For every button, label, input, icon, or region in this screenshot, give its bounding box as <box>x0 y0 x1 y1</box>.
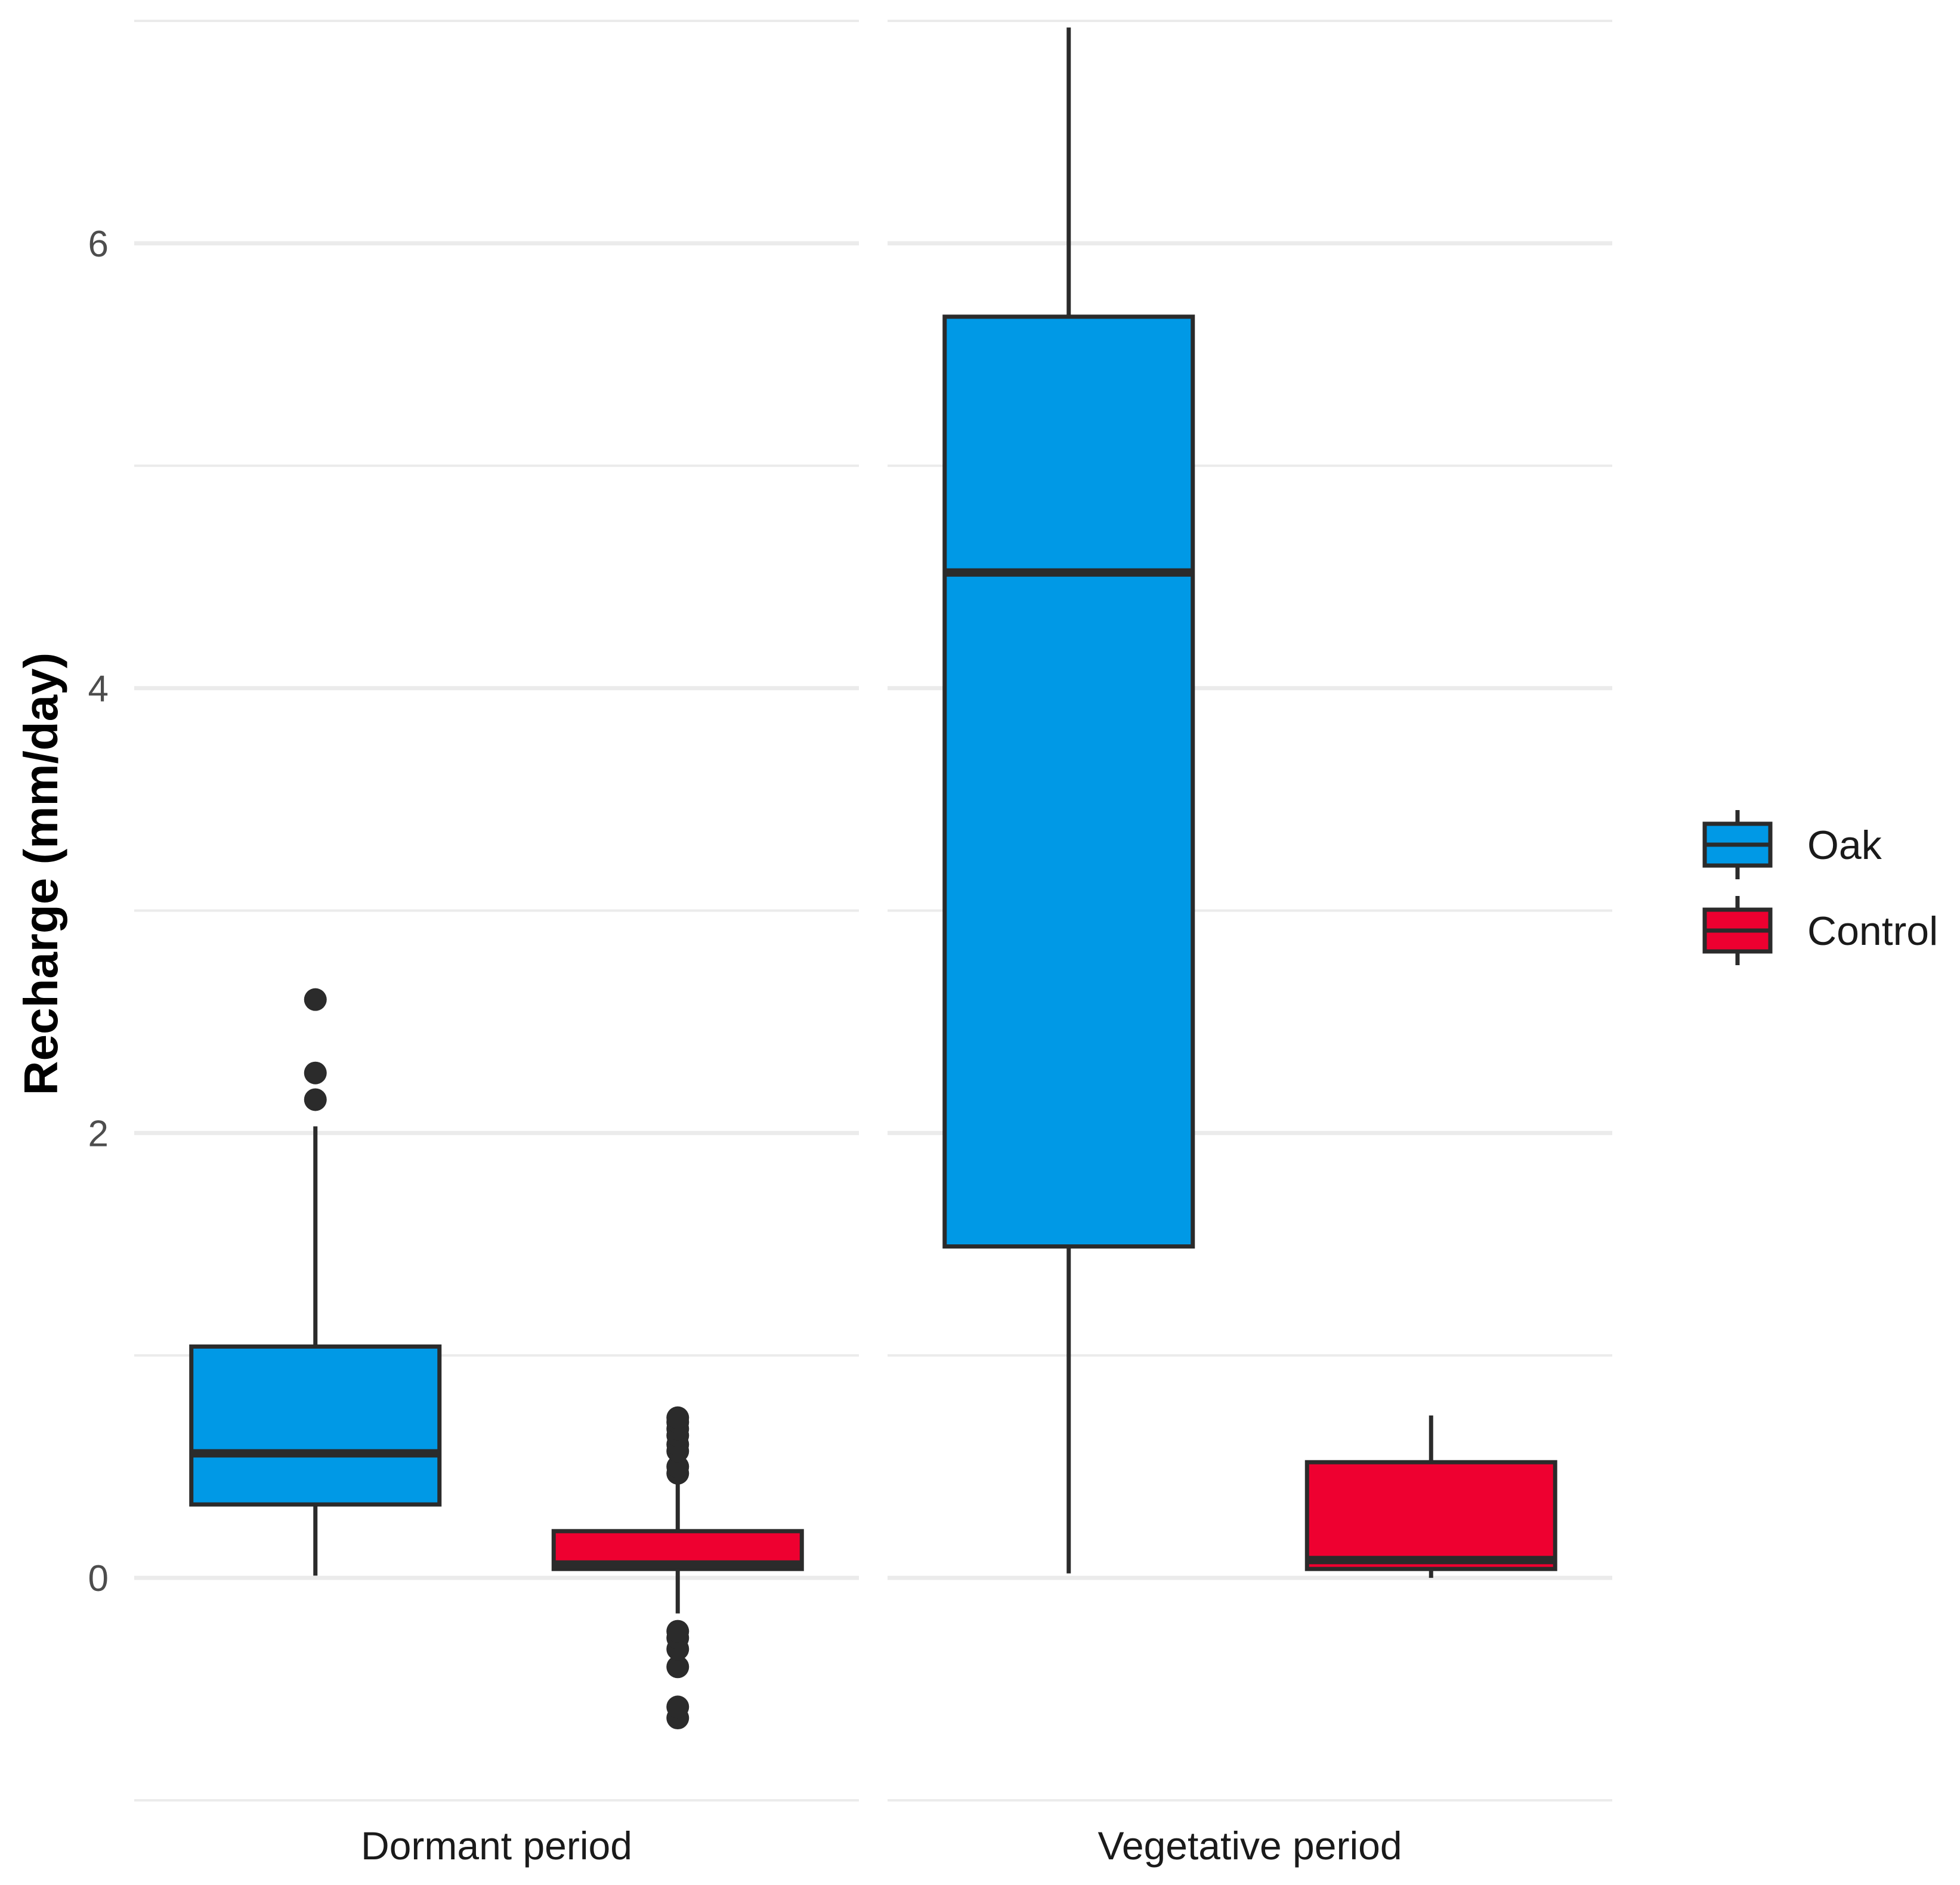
outlier-point <box>666 1655 690 1679</box>
box-control-vegetative-period <box>1304 1415 1557 1578</box>
outlier-point <box>304 1088 327 1111</box>
y-tick-label: 2 <box>88 1113 109 1154</box>
outlier-point <box>304 1061 327 1084</box>
box-body <box>1304 1460 1557 1571</box>
box-body <box>942 314 1195 1249</box>
y-tick-label: 0 <box>88 1558 109 1599</box>
box-control-dormant-period <box>551 1406 804 1730</box>
y-axis: 0 2 4 6 <box>88 224 109 1599</box>
outlier-point <box>666 1406 690 1429</box>
box-body <box>189 1344 442 1507</box>
outlier-point <box>666 1455 690 1478</box>
outlier-point <box>666 1620 690 1643</box>
y-tick-label: 6 <box>88 224 109 265</box>
facet-label: Vegetative period <box>1098 1824 1402 1868</box>
box-oak-dormant-period <box>189 988 442 1576</box>
legend-item-oak: Oak <box>1702 810 1882 879</box>
y-axis-title: Recharge (mm/day) <box>14 653 67 1095</box>
legend-label: Control <box>1807 908 1938 954</box>
outlier-point <box>304 988 327 1011</box>
facet-label: Dormant period <box>361 1824 632 1868</box>
legend-label: Oak <box>1807 823 1882 868</box>
outlier-point <box>666 1695 690 1719</box>
y-tick-label: 4 <box>88 669 109 710</box>
plot-panels: Dormant period Vegetative period <box>134 20 1612 1868</box>
box-oak-vegetative-period <box>942 27 1195 1574</box>
legend-item-control: Control <box>1702 896 1938 965</box>
legend: Oak Control <box>1702 810 1938 965</box>
